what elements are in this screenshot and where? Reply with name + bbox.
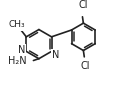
Text: H₂N: H₂N [8,55,27,66]
Text: N: N [18,45,25,55]
Text: CH₃: CH₃ [9,20,25,29]
Text: Cl: Cl [79,0,88,10]
Text: N: N [52,50,60,60]
Text: Cl: Cl [80,61,90,71]
